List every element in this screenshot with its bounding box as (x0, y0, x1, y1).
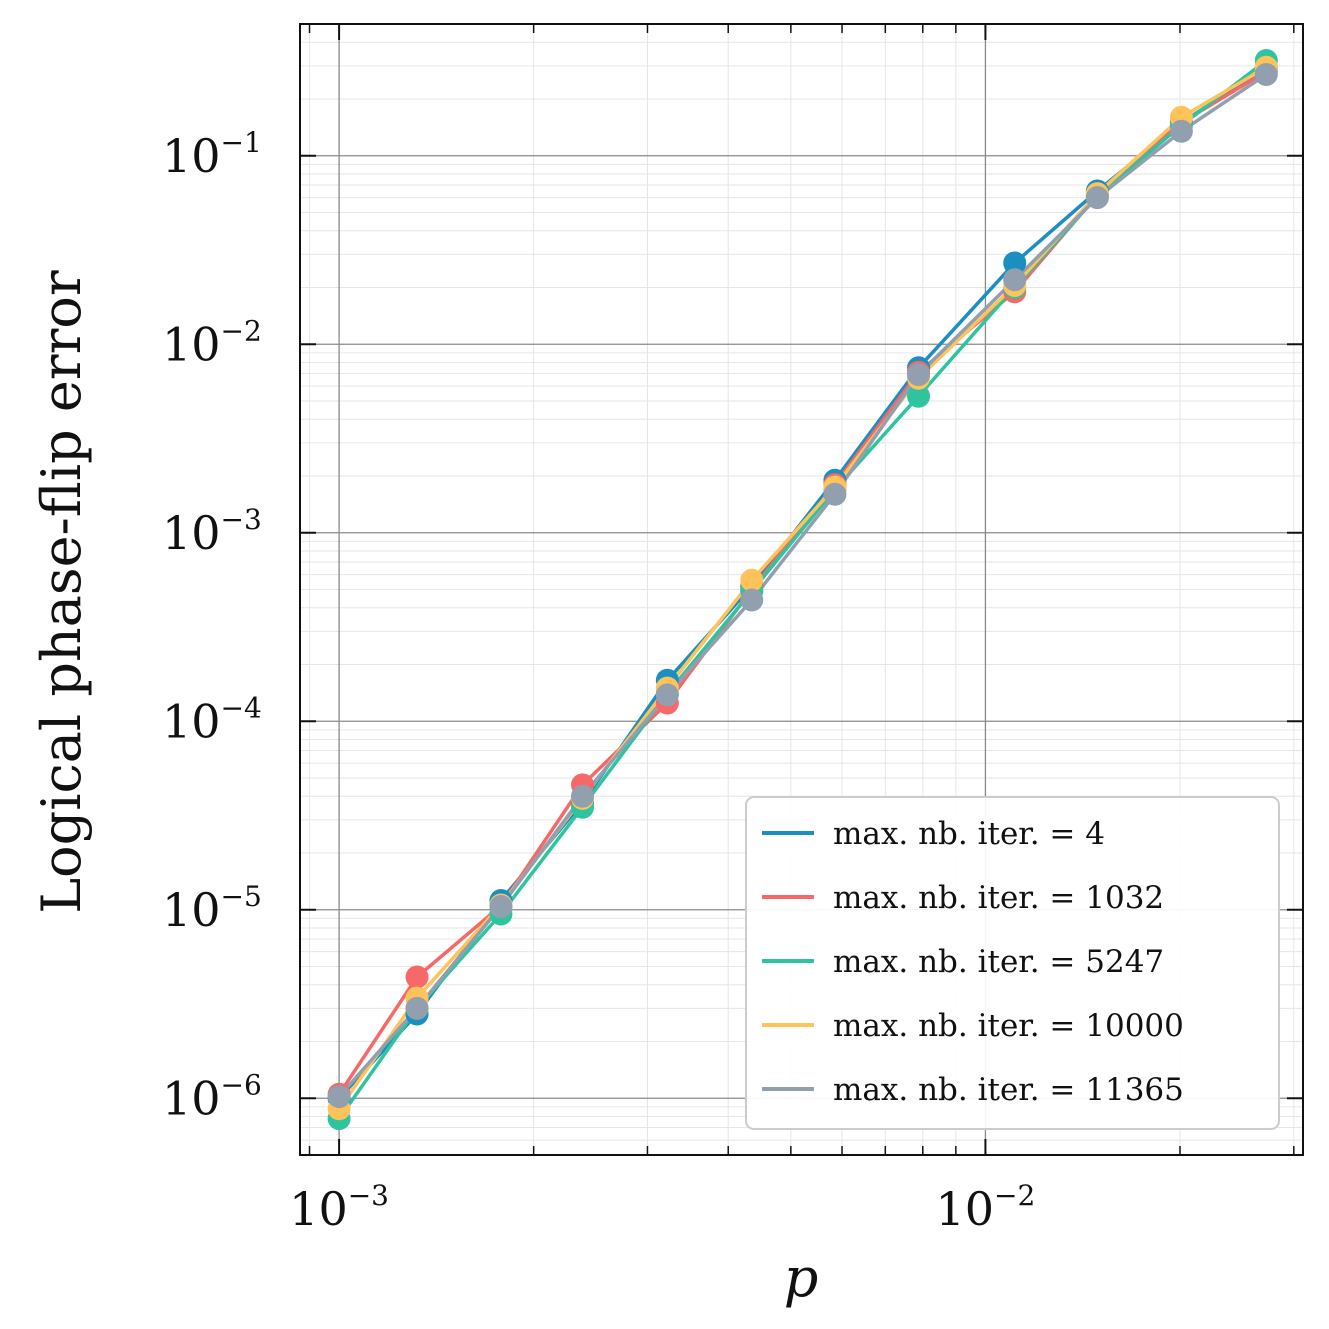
legend-label-1: max. nb. iter. = 1032 (833, 880, 1164, 916)
data-point-series-4 (907, 363, 930, 386)
legend: max. nb. iter. = 4 max. nb. iter. = 1032 m… (746, 797, 1279, 1129)
data-point-series-3 (740, 569, 763, 592)
y-tick-label: 10−6 (162, 1068, 262, 1125)
data-point-series-4 (406, 997, 429, 1020)
legend-label-4: max. nb. iter. = 11365 (833, 1072, 1184, 1108)
data-point-series-4 (656, 683, 679, 706)
y-tick-label: 10−2 (162, 314, 262, 371)
data-point-series-4 (489, 895, 512, 918)
y-tick-label: 10−3 (162, 503, 262, 560)
legend-label-2: max. nb. iter. = 5247 (833, 944, 1164, 980)
x-axis-label: p (784, 1246, 819, 1309)
data-point-series-1 (406, 965, 429, 988)
legend-label-3: max. nb. iter. = 10000 (833, 1008, 1184, 1044)
y-tick-label: 10−1 (162, 126, 262, 183)
data-point-series-4 (1255, 63, 1278, 86)
y-axis-label: Logical phase-flip error (30, 270, 93, 914)
chart-svg: 10−3 10−2 10−6 10−5 10−4 10−3 10−2 10−1 p Logic… (0, 0, 1329, 1329)
data-point-series-4 (1170, 120, 1193, 143)
legend-label-0: max. nb. iter. = 4 (833, 816, 1105, 852)
y-tick-label: 10−5 (162, 880, 262, 937)
data-point-series-4 (1086, 186, 1109, 209)
x-tick-label: 10−2 (936, 1179, 1036, 1236)
x-tick-label: 10−3 (289, 1179, 389, 1236)
data-point-series-4 (740, 588, 763, 611)
data-point-series-4 (1003, 268, 1026, 291)
y-tick-label: 10−4 (162, 691, 262, 748)
data-point-series-4 (823, 483, 846, 506)
data-point-series-4 (328, 1085, 351, 1108)
data-point-series-4 (571, 785, 594, 808)
